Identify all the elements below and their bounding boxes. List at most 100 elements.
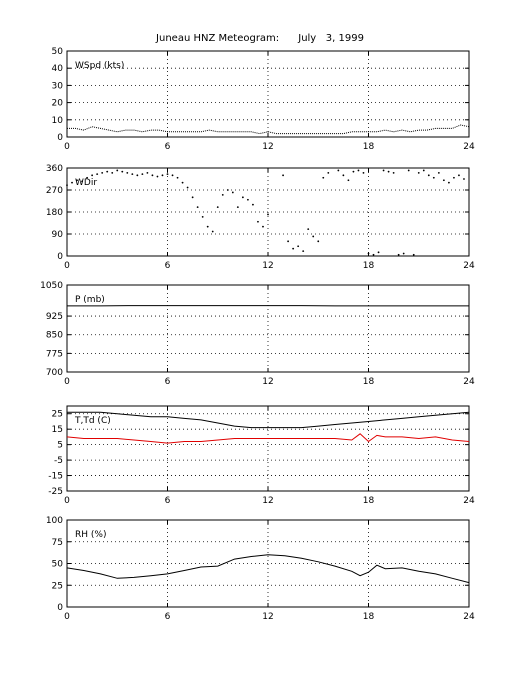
- y-tick-label: 100: [46, 516, 63, 526]
- series-point: [358, 170, 360, 172]
- series-point: [177, 177, 179, 179]
- series-point: [423, 170, 425, 172]
- series-point: [131, 173, 133, 175]
- series-point: [106, 171, 108, 173]
- y-tick-label: 30: [52, 81, 64, 91]
- series-point: [162, 174, 164, 176]
- series-point: [152, 174, 154, 176]
- series-point: [287, 240, 289, 242]
- x-tick-label: 6: [165, 142, 171, 152]
- series-point: [337, 170, 339, 172]
- series-point: [242, 196, 244, 198]
- y-tick-label: -15: [48, 472, 63, 482]
- series-point: [413, 254, 415, 256]
- x-tick-label: 0: [64, 261, 70, 271]
- y-tick-label: 5: [57, 441, 63, 451]
- series-point: [101, 172, 103, 174]
- x-tick-label: 18: [363, 261, 375, 271]
- series-point: [398, 254, 400, 256]
- series-point: [428, 174, 430, 176]
- series-point: [307, 228, 309, 230]
- panel-label: WDir: [75, 178, 97, 188]
- y-tick-label: 775: [46, 349, 63, 359]
- series-point: [96, 173, 98, 175]
- series-point: [327, 172, 329, 174]
- series-point: [348, 179, 350, 181]
- x-tick-label: 0: [64, 142, 70, 152]
- series-point: [237, 206, 239, 208]
- series-point: [373, 254, 375, 256]
- y-tick-label: 75: [52, 538, 63, 548]
- y-tick-label: 10: [52, 116, 64, 126]
- series-point: [262, 226, 264, 228]
- series-point: [363, 172, 365, 174]
- x-tick-label: 6: [165, 496, 171, 506]
- x-tick-label: 24: [463, 496, 475, 506]
- series-point: [182, 182, 184, 184]
- series-point: [136, 174, 138, 176]
- x-tick-label: 12: [262, 496, 273, 506]
- series-point: [443, 179, 445, 181]
- series-point: [192, 196, 194, 198]
- series-point: [438, 172, 440, 174]
- series-point: [257, 221, 259, 223]
- series-point: [126, 172, 128, 174]
- series-point: [378, 251, 380, 253]
- series-point: [252, 204, 254, 206]
- series-point: [66, 184, 68, 186]
- series-point: [121, 171, 123, 173]
- x-tick-label: 18: [363, 142, 375, 152]
- y-tick-label: 0: [57, 252, 63, 262]
- y-tick-label: 1050: [40, 281, 63, 291]
- series-point: [141, 173, 143, 175]
- x-tick-label: 24: [463, 377, 475, 387]
- series-point: [292, 248, 294, 250]
- y-tick-label: 40: [52, 64, 64, 74]
- series-point: [247, 199, 249, 201]
- x-tick-label: 6: [165, 377, 171, 387]
- series-point: [418, 172, 420, 174]
- series-point: [388, 171, 390, 173]
- y-tick-label: 925: [46, 312, 63, 322]
- page-title: Juneau HNZ Meteogram: July 3, 1999: [0, 33, 520, 44]
- series-point: [408, 170, 410, 172]
- series-point: [111, 172, 113, 174]
- series-point: [76, 179, 78, 181]
- y-tick-label: 360: [46, 164, 63, 174]
- x-tick-label: 0: [64, 377, 70, 387]
- series-point: [232, 192, 234, 194]
- y-tick-label: 850: [46, 331, 63, 341]
- y-tick-label: 20: [52, 99, 64, 109]
- series-point: [71, 182, 73, 184]
- panel-label: WSpd (kts): [75, 61, 124, 71]
- y-tick-label: 270: [46, 186, 63, 196]
- series-point: [81, 181, 83, 183]
- series-point: [86, 177, 88, 179]
- series-point: [453, 177, 455, 179]
- y-tick-label: -25: [48, 487, 63, 497]
- series-point: [368, 253, 370, 255]
- y-tick-label: 15: [52, 425, 63, 435]
- series-point: [197, 206, 199, 208]
- series-point: [448, 182, 450, 184]
- series-point: [222, 194, 224, 196]
- x-tick-label: 18: [363, 612, 375, 622]
- x-tick-label: 24: [463, 612, 475, 622]
- y-tick-label: 700: [46, 368, 63, 378]
- series-point: [282, 174, 284, 176]
- series-point: [147, 172, 149, 174]
- series-point: [187, 187, 189, 189]
- series-point: [207, 226, 209, 228]
- x-tick-label: 12: [262, 612, 273, 622]
- panel-label: P (mb): [75, 295, 105, 305]
- x-tick-label: 12: [262, 261, 273, 271]
- series-point: [91, 174, 93, 176]
- series-point: [116, 170, 118, 172]
- y-tick-label: -5: [54, 456, 63, 466]
